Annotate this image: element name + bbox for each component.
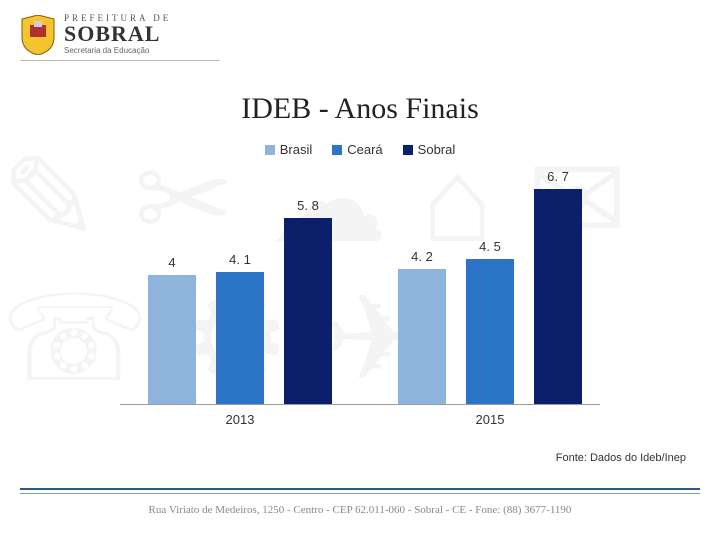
x-category-label: 2015	[390, 412, 590, 427]
bar: 4	[148, 275, 196, 404]
plot-area: 4 4. 1 5. 8 4. 2 4. 5 6. 7	[120, 180, 600, 405]
legend-swatch	[265, 145, 275, 155]
legend-label: Ceará	[347, 142, 382, 157]
brand-name: SOBRAL	[64, 23, 171, 45]
legend-label: Brasil	[280, 142, 313, 157]
legend-item: Ceará	[332, 142, 382, 157]
chart-title: IDEB - Anos Finais	[0, 92, 720, 126]
brand-header: PREFEITURA DE SOBRAL Secretaria da Educa…	[20, 14, 171, 55]
bar-chart: 4 4. 1 5. 8 4. 2 4. 5 6. 7 2013 2015	[120, 180, 600, 430]
legend-item: Sobral	[403, 142, 456, 157]
source-text: Fonte: Dados do Ideb/Inep	[556, 452, 686, 464]
legend-item: Brasil	[265, 142, 313, 157]
bar-value-label: 5. 8	[284, 198, 332, 213]
bar-value-label: 4. 2	[398, 249, 446, 264]
footer-rule	[20, 488, 700, 490]
bar: 4. 1	[216, 272, 264, 404]
bar: 4. 2	[398, 269, 446, 404]
legend: Brasil Ceará Sobral	[0, 142, 720, 157]
legend-swatch	[332, 145, 342, 155]
x-category-label: 2013	[140, 412, 340, 427]
bar-value-label: 6. 7	[534, 169, 582, 184]
footer-rule-thin	[20, 493, 700, 494]
bar-value-label: 4	[148, 255, 196, 270]
bar: 5. 8	[284, 218, 332, 404]
legend-swatch	[403, 145, 413, 155]
shield-icon	[20, 15, 56, 55]
legend-label: Sobral	[418, 142, 456, 157]
bar: 4. 5	[466, 259, 514, 404]
brand-sub: Secretaria da Educação	[64, 47, 171, 55]
bar-value-label: 4. 5	[466, 239, 514, 254]
bar-value-label: 4. 1	[216, 252, 264, 267]
bar-group: 4. 2 4. 5 6. 7	[390, 189, 590, 404]
brand-rule	[20, 60, 220, 61]
footer-address: Rua Viriato de Medeiros, 1250 - Centro -…	[0, 504, 720, 516]
bar-group: 4 4. 1 5. 8	[140, 218, 340, 404]
bar: 6. 7	[534, 189, 582, 404]
